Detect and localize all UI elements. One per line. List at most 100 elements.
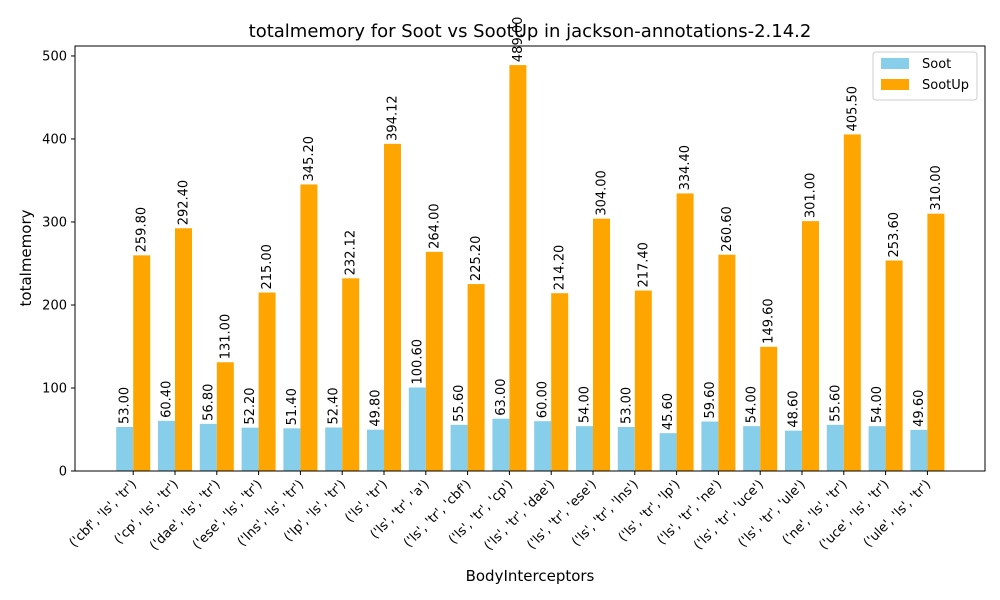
bar-label-soot-13: 45.60 — [661, 393, 676, 430]
y-tick-label-0: 0 — [59, 465, 67, 480]
bar-sootup-6 — [384, 143, 401, 471]
bar-label-sootup-2: 131.00 — [218, 314, 233, 360]
bar-label-soot-18: 54.00 — [870, 386, 885, 423]
bar-label-soot-8: 55.60 — [452, 385, 467, 422]
y-tick-label-3: 300 — [42, 215, 67, 230]
bar-soot-11 — [576, 426, 593, 471]
bar-label-soot-0: 53.00 — [118, 387, 133, 424]
bar-label-sootup-3: 215.00 — [260, 244, 275, 290]
legend: Soot SootUp — [872, 51, 978, 101]
bar-sootup-19 — [927, 213, 945, 471]
bar-sootup-5 — [342, 278, 360, 471]
bar-sootup-1 — [175, 228, 192, 471]
bar-label-sootup-8: 225.20 — [469, 236, 484, 281]
bar-sootup-9 — [509, 65, 527, 471]
bar-label-sootup-1: 292.40 — [177, 180, 192, 226]
bar-label-sootup-12: 217.40 — [636, 242, 651, 288]
bar-label-soot-17: 55.60 — [828, 385, 843, 422]
legend-swatch-soot — [881, 58, 909, 69]
bar-soot-14 — [701, 421, 719, 471]
x-axis-label: BodyInterceptors — [466, 567, 595, 585]
bar-label-soot-14: 59.60 — [703, 381, 718, 418]
bar-label-soot-12: 53.00 — [619, 387, 634, 424]
bar-sootup-11 — [593, 218, 610, 471]
bar-sootup-4 — [300, 184, 318, 471]
bar-soot-5 — [325, 427, 343, 471]
bar-soot-17 — [826, 424, 844, 471]
bar-soot-10 — [534, 421, 552, 471]
y-tick-label-1: 100 — [42, 381, 67, 396]
bar-label-sootup-0: 259.80 — [135, 207, 150, 253]
bar-label-sootup-18: 253.60 — [887, 212, 902, 258]
bar-label-sootup-4: 345.20 — [302, 136, 317, 182]
bar-soot-4 — [283, 428, 301, 471]
bar-sootup-17 — [843, 134, 861, 471]
bar-label-soot-5: 52.40 — [327, 387, 342, 424]
legend-label-sootup: SootUp — [922, 78, 969, 93]
bar-label-sootup-7: 264.00 — [427, 203, 442, 249]
bar-label-soot-2: 56.80 — [201, 384, 216, 421]
bar-soot-12 — [617, 427, 635, 471]
bar-sootup-7 — [425, 251, 443, 471]
bar-label-sootup-6: 394.12 — [386, 95, 401, 141]
bar-soot-6 — [367, 429, 384, 471]
bar-label-soot-3: 52.20 — [243, 387, 258, 424]
bar-soot-8 — [450, 424, 468, 471]
bar-label-soot-6: 49.80 — [369, 389, 384, 426]
bar-soot-13 — [659, 433, 677, 471]
bar-soot-0 — [116, 427, 134, 471]
x-axis: ('cbf', 'ls', 'tr')('cp', 'ls', 'tr')('d… — [67, 471, 934, 554]
bar-sootup-2 — [216, 362, 234, 471]
bar-sootup-13 — [676, 193, 694, 471]
bar-label-sootup-19: 310.00 — [929, 165, 944, 211]
bar-sootup-0 — [133, 255, 151, 471]
bar-label-sootup-17: 405.50 — [845, 86, 860, 132]
bar-sootup-14 — [718, 254, 736, 471]
bar-sootup-16 — [802, 221, 819, 471]
bar-label-soot-11: 54.00 — [578, 386, 593, 423]
bar-label-soot-7: 100.60 — [410, 339, 425, 385]
bar-sootup-8 — [467, 284, 485, 471]
bar-label-soot-15: 54.00 — [745, 386, 760, 423]
bar-label-sootup-15: 149.60 — [762, 298, 777, 344]
bar-label-sootup-13: 334.40 — [678, 145, 693, 191]
bar-label-soot-10: 60.00 — [536, 381, 551, 418]
bar-soot-7 — [408, 387, 426, 471]
chart-title: totalmemory for Soot vs SootUp in jackso… — [249, 21, 812, 42]
bar-label-soot-1: 60.40 — [160, 381, 175, 418]
bar-sootup-12 — [634, 290, 652, 471]
bar-soot-19 — [910, 429, 928, 471]
bar-label-sootup-10: 214.20 — [553, 245, 568, 291]
bar-label-sootup-9: 489.00 — [511, 17, 526, 63]
bar-soot-9 — [492, 418, 510, 471]
bar-label-sootup-11: 304.00 — [595, 170, 610, 216]
bar-soot-18 — [868, 426, 886, 471]
bars-layer — [116, 65, 945, 471]
bar-label-sootup-14: 260.60 — [720, 206, 735, 252]
bar-soot-2 — [199, 423, 217, 471]
legend-label-soot: Soot — [922, 57, 951, 72]
bar-sootup-3 — [258, 292, 276, 471]
plot-frame — [74, 45, 986, 472]
bar-sootup-15 — [760, 346, 778, 471]
bar-labels-layer: 53.00 259.80 60.40 292.40 56.80 131.00 52.20 21… — [118, 17, 944, 431]
bar-soot-3 — [241, 427, 259, 471]
y-tick-label-2: 200 — [42, 298, 67, 313]
bar-label-sootup-16: 301.00 — [804, 173, 819, 219]
bar-label-sootup-5: 232.12 — [344, 230, 359, 276]
legend-swatch-sootup — [881, 79, 909, 90]
bar-sootup-18 — [885, 260, 903, 471]
bar-soot-1 — [158, 420, 175, 471]
bar-label-soot-16: 48.60 — [787, 390, 802, 427]
y-axis-label: totalmemory — [17, 209, 35, 306]
bar-soot-16 — [785, 430, 802, 471]
bar-label-soot-19: 49.60 — [912, 390, 927, 427]
y-tick-label-5: 500 — [42, 49, 67, 64]
bar-label-soot-4: 51.40 — [285, 388, 300, 425]
bar-label-soot-9: 63.00 — [494, 378, 509, 415]
bar-sootup-10 — [551, 293, 569, 471]
bar-soot-15 — [743, 426, 761, 471]
y-axis: 0 100 200 300 400 500 — [42, 49, 75, 480]
